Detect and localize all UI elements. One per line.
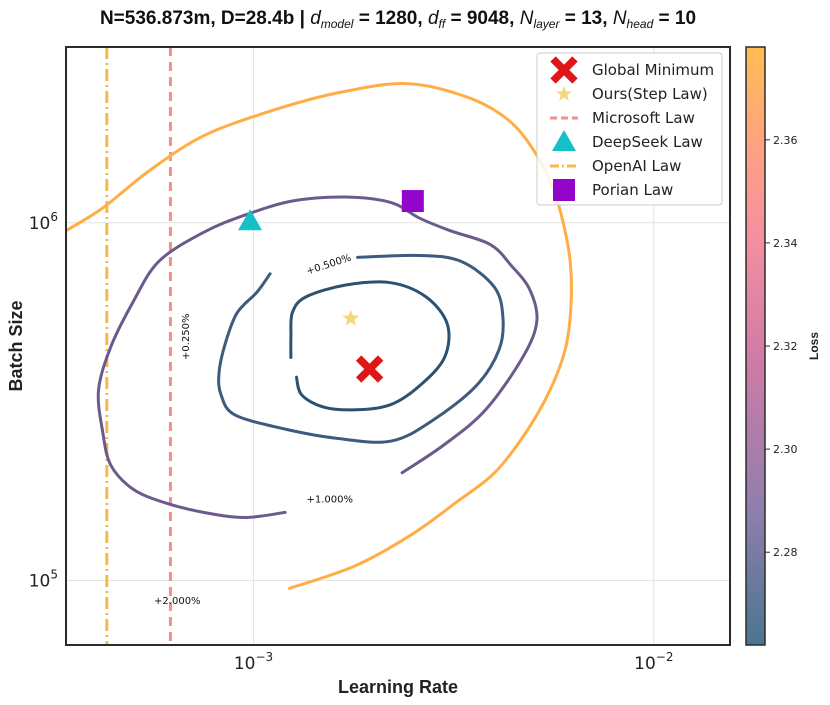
colorbar-tick-label-2: 2.32 xyxy=(773,340,798,353)
y-tick-label-0: 106 xyxy=(29,210,58,234)
y-tick-label-1: 105 xyxy=(29,567,58,591)
contour-label-2: +1.000% xyxy=(306,495,353,506)
legend-box xyxy=(536,52,723,206)
contour-line-0 xyxy=(289,280,451,412)
colorbar-tick-label-0: 2.28 xyxy=(773,546,798,559)
legend: Global Minimum Ours(Step Law) Microsoft La… xyxy=(536,52,723,206)
legend-label-0: Global Minimum xyxy=(592,61,714,79)
y-axis-label: Batch Size xyxy=(6,300,26,391)
marker-ours-step-law- xyxy=(342,309,360,326)
x-axis-ticks: 10−3 10−2 xyxy=(234,650,674,674)
legend-label-3: DeepSeek Law xyxy=(592,133,703,151)
contour-label-0: +0.250% xyxy=(181,314,192,361)
colorbar-label: Loss xyxy=(807,332,821,360)
contour-label-3: +2.000% xyxy=(154,596,201,607)
legend-label-1: Ours(Step Law) xyxy=(592,85,708,103)
colorbar: Loss 2.28 2.30 2.32 2.34 2.36 xyxy=(745,46,821,646)
chart-title: N=536.873m, D=28.4b | dmodel = 1280, dff… xyxy=(100,8,696,31)
x-axis-label: Learning Rate xyxy=(338,677,458,697)
legend-symbol-0 xyxy=(550,56,578,84)
colorbar-tick-label-3: 2.34 xyxy=(773,237,798,250)
legend-symbol-1 xyxy=(556,85,572,101)
legend-symbol-5 xyxy=(553,179,575,201)
marker-porian-law xyxy=(401,190,424,213)
x-tick-label-1: 10−2 xyxy=(634,650,673,674)
plot-frame xyxy=(65,46,731,646)
colorbar-tick-label-1: 2.30 xyxy=(773,443,798,456)
legend-symbol-3 xyxy=(552,130,576,151)
y-axis-ticks: 106 105 xyxy=(29,210,58,592)
contour-line-1 xyxy=(217,253,505,444)
legend-label-5: Porian Law xyxy=(592,181,673,199)
colorbar-gradient xyxy=(745,46,766,646)
marker-global-minimum xyxy=(355,355,384,383)
colorbar-tick-label-4: 2.36 xyxy=(773,134,798,147)
reference-lines xyxy=(105,47,172,645)
marker-deepseek-law xyxy=(238,209,263,231)
law-markers xyxy=(238,190,424,383)
legend-label-2: Microsoft Law xyxy=(592,109,695,127)
x-tick-label-0: 10−3 xyxy=(234,650,273,674)
contour-line-2 xyxy=(96,195,539,520)
legend-label-4: OpenAI Law xyxy=(592,157,681,175)
